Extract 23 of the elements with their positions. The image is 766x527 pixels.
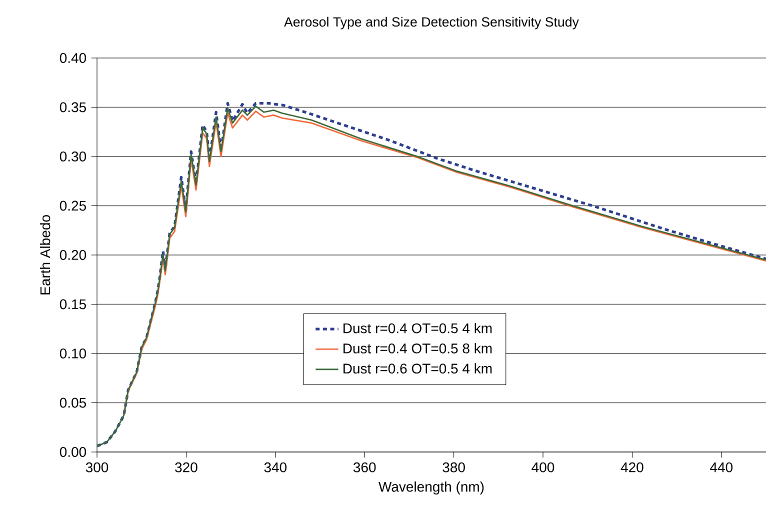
y-tick-label: 0.40 [60,53,86,63]
legend-label: Dust r=0.4 OT=0.5 4 km [344,322,492,334]
chart-title: Aerosol Type and Size Detection Sensitivity Study [284,16,579,30]
x-tick-label: 400 [532,462,554,472]
y-tick-label: 0.35 [60,102,86,112]
x-tick-label: 360 [353,462,376,472]
x-tick-label: 380 [442,462,465,472]
y-tick-label: 0.00 [60,447,86,457]
x-axis-title: Wavelength (nm) [378,481,484,495]
x-tick-label: 340 [264,462,287,472]
y-tick-label: 0.05 [60,398,86,408]
x-tick-label: 440 [710,462,733,472]
x-tick-label: 320 [175,462,198,472]
y-tick-label: 0.15 [60,299,86,310]
legend-label: Dust r=0.4 OT=0.5 8 km [344,343,492,354]
y-axis-title: Earth Albedo [40,215,50,294]
x-tick-label: 420 [620,462,644,472]
y-tick-label: 0.30 [60,152,86,162]
y-tick-label: 0.25 [60,200,86,211]
legend-label: Dust r=0.6 OT=0.5 4 km [344,363,492,374]
x-tick-label: 300 [86,462,108,472]
y-tick-label: 0.20 [60,250,86,260]
y-tick-label: 0.10 [60,348,86,358]
